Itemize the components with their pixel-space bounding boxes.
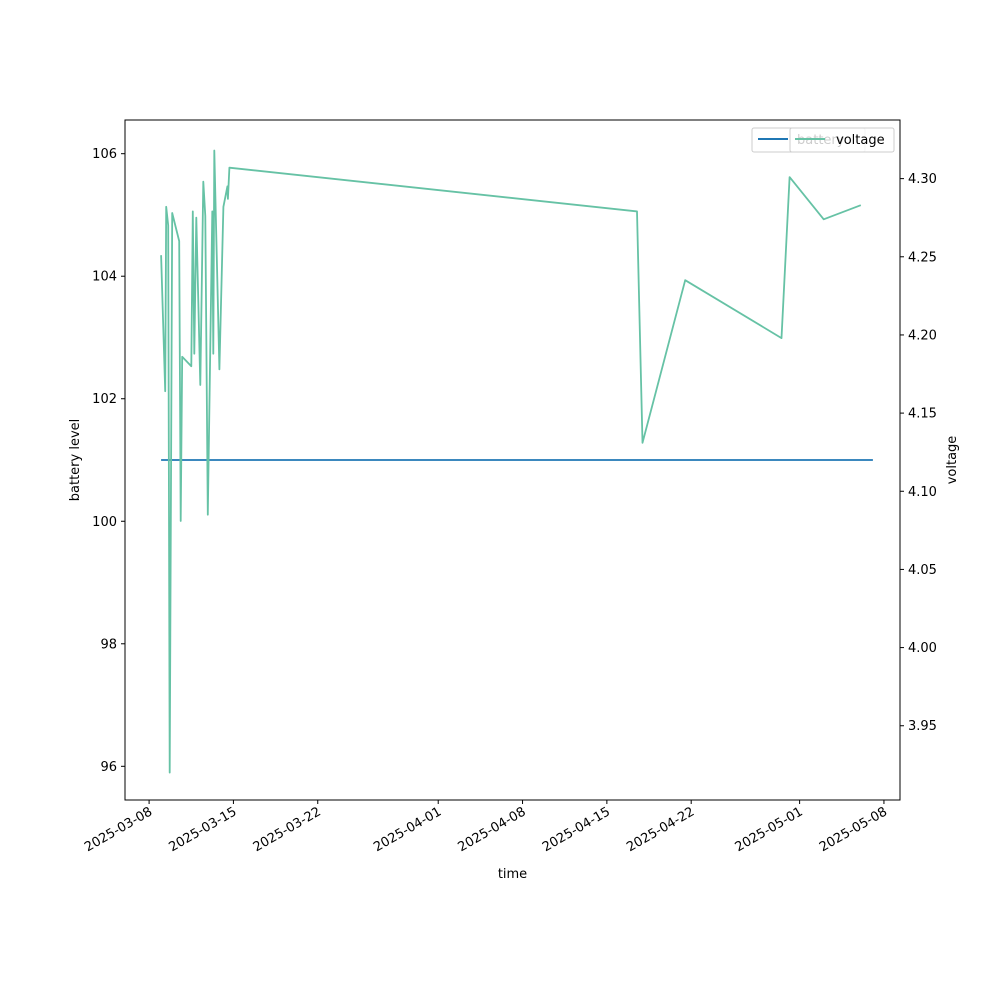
legend-voltage-frame <box>789 127 895 153</box>
y-axis-right-label: voltage <box>945 436 960 485</box>
x-axis-label: time <box>498 867 527 882</box>
legend-voltage: voltage <box>789 127 895 153</box>
plot-frame <box>124 119 901 801</box>
y-right-tick-label: 4.05 <box>908 563 937 578</box>
legend-voltage-label: voltage <box>836 133 885 148</box>
y-axis-left-label: battery level <box>68 419 83 502</box>
y-right-tick-label: 4.20 <box>908 328 937 343</box>
y-left-tick-label: 102 <box>92 392 117 407</box>
y-right-tick-label: 4.25 <box>908 250 937 265</box>
y-right-tick-label: 3.95 <box>908 719 937 734</box>
y-right-tick-label: 4.15 <box>908 407 937 422</box>
y-right-tick-label: 4.10 <box>908 485 937 500</box>
y-left-tick-label: 98 <box>100 637 117 652</box>
y-right-tick-label: 4.30 <box>908 172 937 187</box>
y-left-tick-label: 104 <box>92 270 117 285</box>
y-left-tick-label: 106 <box>92 147 117 162</box>
series-line-voltage <box>160 149 862 774</box>
y-left-tick-label: 100 <box>92 515 117 530</box>
series-layer <box>160 149 873 774</box>
y-left-tick-label: 96 <box>100 760 117 775</box>
y-right-tick-label: 4.00 <box>908 641 937 656</box>
